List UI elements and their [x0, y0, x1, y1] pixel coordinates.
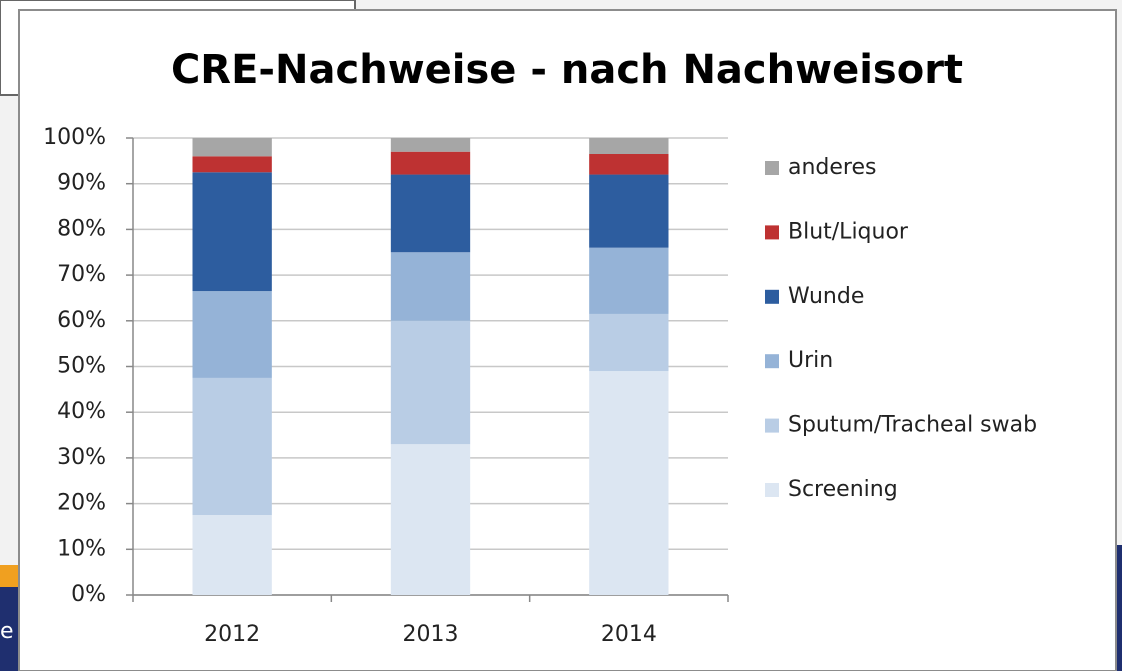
y-tick-label: 90% — [57, 171, 106, 196]
y-tick-label: 10% — [57, 536, 106, 561]
legend-swatch — [765, 354, 779, 369]
legend-label: Urin — [788, 348, 833, 373]
slide-band-right — [1116, 545, 1122, 671]
slide-text: e — [0, 619, 14, 644]
bar-segment — [390, 444, 471, 595]
y-tick-label: 0% — [71, 582, 106, 607]
bar-segment — [192, 138, 272, 157]
bar-segment — [589, 313, 669, 372]
legend-swatch — [765, 418, 779, 433]
slide-accent — [0, 565, 22, 587]
chart-title: CRE-Nachweise - nach Nachweisort — [171, 47, 963, 93]
bar-segment — [390, 138, 471, 152]
y-tick-label: 20% — [57, 491, 106, 516]
bar-segment — [192, 515, 272, 595]
y-tick-label: 70% — [57, 262, 106, 287]
bar-segment — [589, 138, 669, 154]
x-tick-label: 2012 — [204, 622, 260, 647]
legend-label: Wunde — [788, 284, 864, 309]
bar-segment — [192, 172, 272, 292]
bar-segment — [589, 371, 669, 595]
chart-frame — [18, 9, 1117, 671]
y-tick-label: 100% — [43, 125, 106, 150]
bar-segment — [192, 291, 272, 378]
legend-swatch — [765, 225, 779, 240]
x-tick-label: 2013 — [403, 622, 459, 647]
y-tick-label: 60% — [57, 308, 106, 333]
y-tick-label: 80% — [57, 216, 106, 241]
legend-label: anderes — [788, 155, 876, 180]
bar-segment — [390, 252, 471, 321]
legend-label: Sputum/Tracheal swab — [788, 413, 1037, 438]
legend-swatch — [765, 483, 779, 497]
bar-segment — [589, 153, 669, 175]
legend-swatch — [765, 289, 779, 304]
bar-segment — [390, 320, 471, 445]
bar-segment — [390, 151, 471, 175]
y-tick-label: 40% — [57, 399, 106, 424]
bar-segment — [589, 247, 669, 314]
y-tick-label: 50% — [57, 354, 106, 379]
y-tick-label: 30% — [57, 445, 106, 470]
slide-band — [0, 587, 22, 671]
legend-label: Screening — [788, 477, 898, 502]
x-tick-label: 2014 — [601, 622, 657, 647]
bar-segment — [589, 174, 669, 248]
legend-swatch — [765, 161, 779, 175]
bar-segment — [390, 174, 471, 253]
legend-label: Blut/Liquor — [788, 219, 909, 244]
bar-segment — [192, 377, 272, 516]
bar-segment — [192, 156, 272, 173]
